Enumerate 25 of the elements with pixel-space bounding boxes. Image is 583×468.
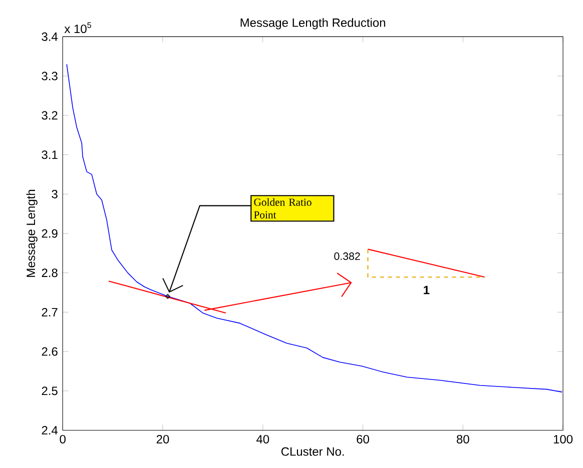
y-tick-label: 2.9	[42, 229, 58, 238]
x-tick-label: 20	[156, 434, 169, 444]
x-tick-label: 60	[356, 434, 370, 444]
chart-title: Message Length Reduction	[240, 18, 386, 30]
annotation: 1	[424, 286, 430, 294]
text: x 10$^{5}$	[64, 22, 92, 33]
y-tick-label: 2.8	[42, 268, 58, 277]
y-tick-label: 2.7	[42, 308, 58, 316]
y-tick-label: 2.4	[42, 426, 58, 434]
y-tick-label: 3.2	[42, 111, 58, 120]
annotation: Golden Ratio Point	[254, 198, 312, 218]
y-tick-label: 3.1	[42, 150, 58, 159]
x-tick-label: 80	[456, 434, 470, 444]
y-tick-label: 3.4	[42, 32, 58, 41]
y-tick-label: 3.3	[42, 72, 58, 80]
y-tick-label: 2.6	[42, 347, 58, 356]
x-tick-label: 100	[554, 434, 573, 444]
line-series	[66, 64, 562, 392]
annotation: 0.382	[334, 252, 360, 260]
y-tick-label: 2.5	[42, 386, 58, 396]
y-axis-title: Message Length	[26, 190, 38, 277]
x-tick-label: 40	[256, 434, 270, 444]
y-tick-label: 3	[52, 190, 58, 198]
x-axis-title: CLuster No.	[281, 447, 344, 456]
x-tick-label: 0	[60, 434, 66, 444]
